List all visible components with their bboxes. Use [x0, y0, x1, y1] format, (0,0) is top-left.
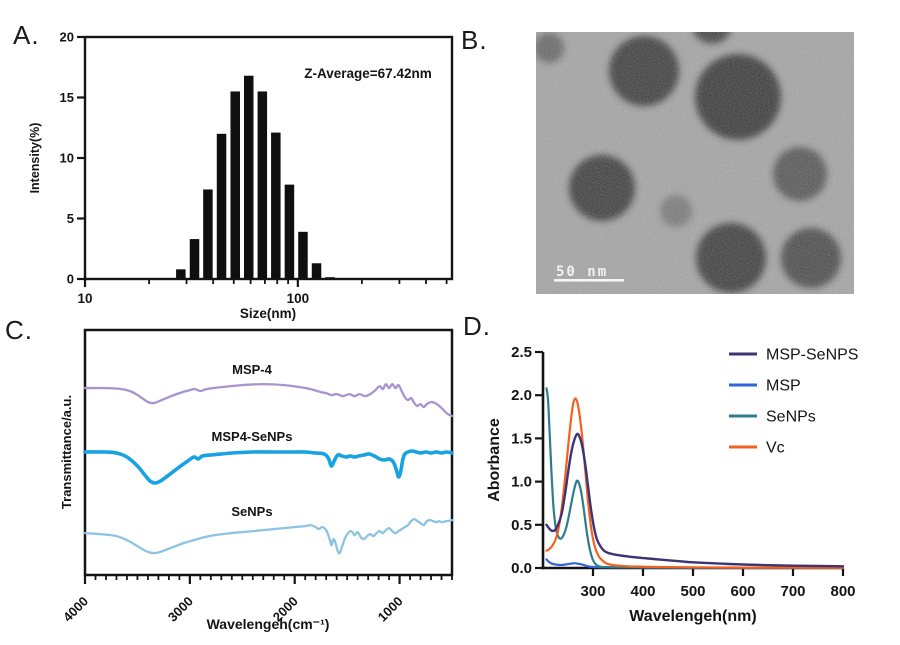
panel-d-uvvis-chart: 0.0 0.5 1.0 1.5 2.0 2.5 300 400 500 600 700 800 Abor…: [486, 344, 858, 625]
x-axis-label: Wavelengeh(nm): [629, 608, 756, 625]
x-axis-label: Size(nm): [240, 306, 296, 321]
y-axis-label: Transmittance/a.u.: [59, 395, 74, 509]
x-axis-label: Wavelengeh(cm⁻¹): [207, 616, 330, 632]
y-tick-label: 2.0: [511, 387, 532, 404]
panel-b-tem-image: 50 nm: [536, 32, 854, 294]
scale-bar-label: 50 nm: [556, 264, 608, 280]
histogram-bar: [203, 189, 213, 279]
legend-label-MSP: MSP: [766, 378, 801, 395]
y-tick-label: 0: [67, 272, 74, 287]
y-tick-label: 20: [60, 30, 74, 45]
curve-label: SeNPs: [231, 504, 272, 519]
y-tick-label: 1.0: [511, 474, 532, 491]
y-tick-label: 5: [67, 211, 74, 226]
scale-bar: [554, 279, 624, 282]
x-tick-label: 500: [680, 583, 705, 600]
uvvis-curve-SeNPs: [545, 387, 845, 569]
y-tick-label: 0.0: [511, 560, 532, 577]
y-axis-label: Aborbance: [486, 418, 503, 502]
y-tick-label: 10: [60, 151, 74, 166]
histogram-bar: [244, 75, 254, 279]
panel-c-ftir-chart: 4000 3000 2000 1000MSP-4MSP4-SeNPsSeNPsTran…: [59, 328, 454, 632]
histogram-bar: [176, 269, 186, 279]
x-tick-label: 800: [830, 583, 855, 600]
histogram-bar: [311, 263, 322, 279]
curve-label: MSP4-SeNPs: [212, 429, 293, 444]
y-tick-label: 15: [60, 90, 74, 105]
y-tick-label: 1.5: [511, 430, 532, 447]
histogram-bar: [325, 277, 335, 279]
ftir-curve-MSP-4: [83, 382, 454, 418]
histogram-bar: [189, 239, 200, 279]
x-tick-label: 100: [287, 291, 310, 306]
histogram-bar: [298, 231, 308, 279]
curve-label: MSP-4: [232, 362, 273, 377]
legend-label-Vc: Vc: [766, 440, 785, 457]
x-tick-label: 400: [630, 583, 655, 600]
x-tick-label: 700: [780, 583, 805, 600]
panel-b-label: B.: [461, 25, 488, 55]
x-tick-label: 600: [730, 583, 755, 600]
ftir-curve-SeNPs: [83, 517, 454, 555]
z-average-annotation: Z-Average=67.42nm: [304, 66, 431, 81]
histogram-bar: [257, 91, 268, 279]
ftir-curve-MSP4-SeNPs: [83, 449, 454, 485]
uvvis-curve-MSP-SeNPS: [545, 432, 845, 568]
y-tick-label: 0.5: [511, 517, 532, 534]
x-tick-label: 10: [77, 291, 92, 306]
x-tick-label: 300: [580, 583, 605, 600]
panel-a-dls-histogram: 10 100 0 5 10 15 20 Intensity(%) Size(nm) Z-Avera…: [28, 30, 454, 321]
histogram-bar: [216, 133, 227, 279]
y-tick-label: 2.5: [511, 344, 532, 361]
histogram-bar: [284, 184, 295, 279]
legend-label-SeNPs: SeNPs: [766, 409, 816, 426]
y-axis-label: Intensity(%): [28, 123, 42, 194]
tem-grain-overlay: [536, 32, 854, 294]
histogram-bar: [230, 91, 240, 279]
histogram-bar: [271, 132, 281, 279]
tem-clip-group: 50 nm: [536, 32, 854, 294]
panel-c-label: C.: [5, 315, 33, 345]
legend-label-MSP-SeNPS: MSP-SeNPS: [766, 347, 858, 364]
x-tick-label: 1000: [375, 594, 406, 625]
panel-d-label: D.: [463, 311, 491, 341]
panel-a-label: A.: [13, 20, 40, 50]
x-tick-label: 3000: [165, 594, 196, 625]
x-tick-label: 4000: [60, 594, 91, 625]
